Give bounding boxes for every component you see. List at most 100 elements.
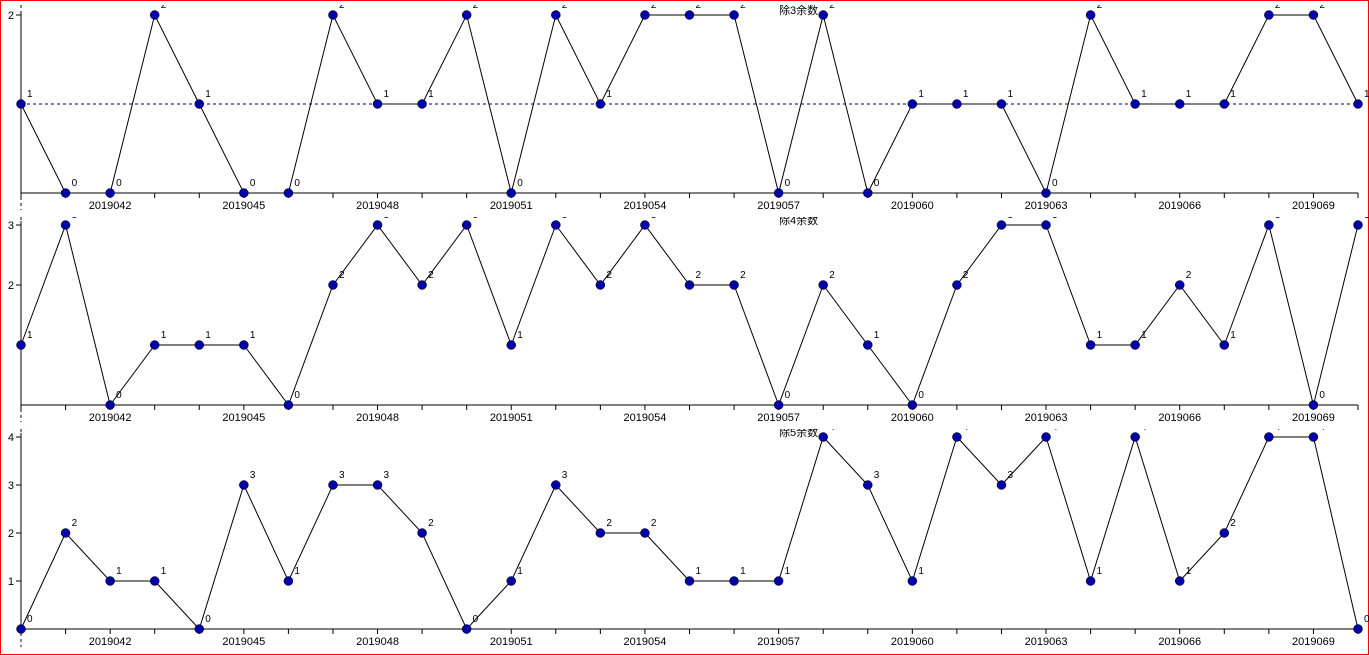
- point-label: 2: [829, 5, 835, 11]
- point-label: 2: [562, 5, 568, 11]
- data-point: [239, 481, 248, 490]
- point-label: 1: [517, 330, 523, 341]
- data-point: [61, 189, 70, 198]
- data-point: [774, 401, 783, 410]
- chart-panel-1: 2320190422019045201904820190512019054201…: [1, 217, 1368, 422]
- data-point: [1354, 221, 1363, 230]
- point-label: 1: [1097, 330, 1103, 341]
- point-label: 1: [1230, 330, 1236, 341]
- point-label: 2: [651, 5, 657, 11]
- data-point: [418, 281, 427, 290]
- point-label: 2: [473, 5, 479, 11]
- data-point: [1354, 625, 1363, 634]
- point-label: 1: [27, 89, 33, 100]
- x-tick-label: 2019066: [1158, 200, 1201, 210]
- data-point: [1042, 433, 1051, 442]
- point-label: 0: [250, 178, 256, 189]
- data-point: [774, 577, 783, 586]
- point-label: 4: [829, 429, 835, 433]
- data-point: [150, 341, 159, 350]
- y-tick-label: 1: [8, 576, 14, 588]
- x-tick-label: 2019054: [624, 200, 667, 210]
- data-point: [284, 401, 293, 410]
- point-label: 3: [1007, 217, 1013, 221]
- point-label: 1: [1364, 89, 1369, 100]
- data-point: [952, 100, 961, 109]
- x-tick-label: 2019048: [356, 200, 399, 210]
- point-label: 0: [1052, 178, 1058, 189]
- chart-svg: 1234201904220190452019048201905120190542…: [1, 429, 1369, 647]
- point-label: 1: [1186, 566, 1192, 577]
- x-tick-label: 2019051: [490, 636, 533, 647]
- point-label: 1: [294, 566, 300, 577]
- x-tick-label: 2019051: [490, 412, 533, 422]
- data-point: [373, 100, 382, 109]
- data-point: [908, 401, 917, 410]
- data-point: [17, 625, 26, 634]
- x-tick-label: 2019042: [89, 636, 132, 647]
- point-label: 1: [27, 330, 33, 341]
- x-tick-label: 2019060: [891, 200, 934, 210]
- data-point: [418, 100, 427, 109]
- point-label: 3: [651, 217, 657, 221]
- point-label: 0: [517, 178, 523, 189]
- data-point: [997, 100, 1006, 109]
- point-label: 3: [250, 470, 256, 481]
- point-label: 1: [1097, 566, 1103, 577]
- data-point: [106, 189, 115, 198]
- point-label: 0: [72, 178, 78, 189]
- x-tick-label: 2019045: [222, 636, 265, 647]
- point-label: 0: [205, 614, 211, 625]
- point-label: 1: [161, 566, 167, 577]
- y-tick-label: 2: [8, 280, 14, 292]
- data-point: [150, 577, 159, 586]
- x-tick-label: 2019054: [624, 636, 667, 647]
- point-label: 2: [428, 518, 434, 529]
- point-label: 1: [696, 566, 702, 577]
- data-point: [685, 11, 694, 20]
- data-point: [997, 481, 1006, 490]
- point-label: 0: [473, 614, 479, 625]
- point-label: 2: [1275, 5, 1281, 11]
- data-point: [61, 529, 70, 538]
- point-label: 3: [339, 470, 345, 481]
- data-point: [239, 189, 248, 198]
- point-label: 2: [696, 270, 702, 281]
- point-label: 0: [294, 178, 300, 189]
- data-point: [17, 100, 26, 109]
- point-label: 2: [1230, 518, 1236, 529]
- point-label: 2: [72, 518, 78, 529]
- point-label: 0: [785, 178, 791, 189]
- point-label: 2: [740, 270, 746, 281]
- x-tick-label: 2019057: [757, 200, 800, 210]
- data-point: [908, 100, 917, 109]
- data-point: [284, 577, 293, 586]
- point-label: 0: [874, 178, 880, 189]
- point-label: 1: [1007, 89, 1013, 100]
- data-point: [1175, 100, 1184, 109]
- data-point: [1220, 529, 1229, 538]
- point-label: 2: [161, 5, 167, 11]
- y-tick-label: 4: [8, 432, 14, 444]
- x-tick-label: 2019045: [222, 412, 265, 422]
- data-point: [640, 221, 649, 230]
- data-point: [730, 281, 739, 290]
- point-label: 2: [829, 270, 835, 281]
- x-tick-label: 2019069: [1292, 200, 1335, 210]
- point-label: 3: [384, 217, 390, 221]
- chart-title: 除3余数: [779, 5, 818, 17]
- data-point: [1131, 433, 1140, 442]
- y-tick-label: 2: [8, 10, 14, 22]
- data-point: [150, 11, 159, 20]
- data-point: [507, 189, 516, 198]
- point-label: 4: [1275, 429, 1281, 433]
- point-label: 0: [116, 178, 122, 189]
- point-label: 1: [428, 89, 434, 100]
- data-point: [1042, 221, 1051, 230]
- data-point: [551, 11, 560, 20]
- data-point: [1086, 11, 1095, 20]
- point-label: 1: [918, 566, 924, 577]
- data-point: [106, 401, 115, 410]
- data-point: [1086, 341, 1095, 350]
- point-label: 1: [205, 330, 211, 341]
